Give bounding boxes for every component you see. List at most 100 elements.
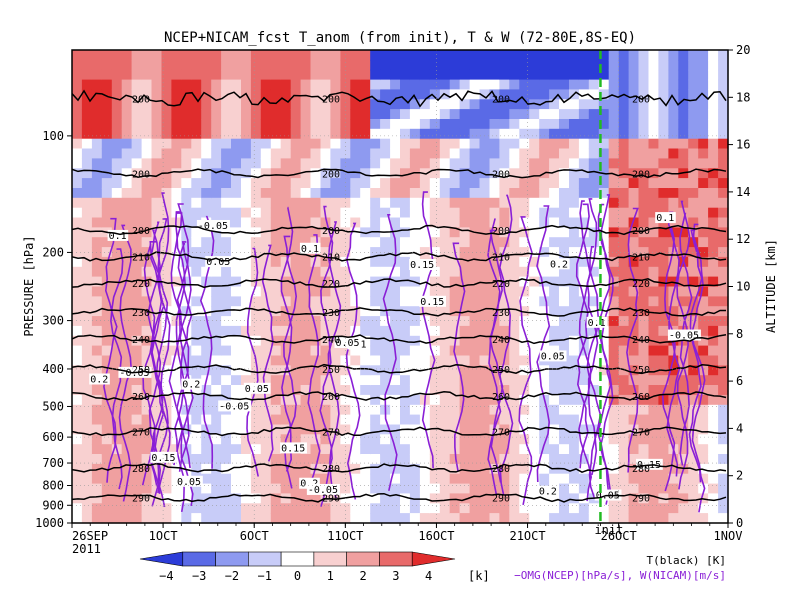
anomaly-cell [300,99,312,110]
anomaly-cell [241,207,252,219]
anomaly-cell [469,69,481,81]
anomaly-cell [250,473,262,485]
anomaly-cell [380,345,391,357]
anomaly-cell [221,148,232,159]
anomaly-cell [668,503,679,514]
anomaly-cell [489,119,500,130]
anomaly-cell [380,128,391,140]
anomaly-cell [638,128,649,140]
anomaly-cell [429,325,441,337]
anomaly-cell [390,138,401,150]
anomaly-cell [429,207,441,219]
velocity-label-bg [419,295,446,307]
anomaly-cell [449,237,461,248]
anomaly-cell [559,385,570,396]
anomaly-cell [330,188,341,199]
anomaly-cell [330,454,341,465]
anomaly-cell [191,50,202,61]
anomaly-cell [549,296,560,307]
anomaly-cell [578,99,590,110]
anomaly-cell [658,296,669,307]
anomaly-cell [419,375,431,386]
anomaly-cell [459,375,471,386]
anomaly-cell [211,394,222,406]
anomaly-cell [499,227,510,238]
anomaly-cell [559,119,570,130]
anomaly-cell [559,276,570,288]
anomaly-cell [559,197,570,209]
anomaly-cell [569,404,580,416]
anomaly-cell [320,50,331,61]
anomaly-cell [588,138,600,150]
anomaly-cell [499,394,510,406]
anomaly-cell [211,50,222,61]
anomaly-cell [280,50,292,61]
temperature-contour [71,462,727,474]
anomaly-cell [280,119,292,130]
anomaly-cell [151,188,162,199]
anomaly-cell [270,276,282,288]
anomaly-cell [648,109,659,120]
anomaly-cell [121,128,133,140]
anomaly-cell [370,128,381,140]
anomaly-cell [151,50,162,61]
anomaly-cell [300,148,312,159]
anomaly-cell [330,463,341,475]
anomaly-cell [250,188,262,199]
anomaly-cell [559,434,570,445]
anomaly-cell [360,158,371,169]
anomaly-cell [280,207,292,219]
anomaly-cell [658,306,669,317]
anomaly-cell [201,355,212,366]
anomaly-cell [588,207,600,219]
anomaly-cell [181,385,192,396]
anomaly-cell [310,59,321,71]
anomaly-cell [390,375,401,386]
anomaly-cell [290,237,302,248]
anomaly-cell [509,207,520,219]
anomaly-cell [519,89,530,100]
anomaly-cell [449,424,461,435]
anomaly-cell [469,286,481,297]
anomaly-cell [449,345,461,357]
anomaly-cell [718,99,729,110]
anomaly-cell [241,50,252,61]
anomaly-cell [688,59,699,71]
anomaly-cell [310,513,321,524]
colorbar-segment [215,551,249,567]
anomaly-cell [161,50,172,61]
anomaly-cell [250,158,262,169]
anomaly-cell [658,355,669,366]
temperature-contour-label: 200 [632,94,650,105]
anomaly-cell [509,463,520,475]
anomaly-cell [569,99,580,110]
anomaly-cell [618,286,630,297]
anomaly-cell [131,424,143,435]
anomaly-cell [449,513,461,524]
anomaly-cell [280,197,292,209]
anomaly-cell [578,424,590,435]
anomaly-cell [201,128,212,140]
anomaly-cell [151,404,162,416]
anomaly-cell [231,217,242,228]
anomaly-cell [559,158,570,169]
anomaly-cell [221,237,232,248]
anomaly-cell [400,404,411,416]
anomaly-cell [618,99,630,110]
anomaly-cell [310,188,321,199]
temperature-contour-label: 230 [632,308,650,319]
anomaly-cell [211,434,222,445]
anomaly-cell [191,463,202,475]
anomaly-cell [489,148,500,159]
anomaly-cell [111,237,123,248]
anomaly-cell [141,296,153,307]
anomaly-cell [310,414,321,426]
anomaly-cell [628,296,640,307]
anomaly-cell [211,513,222,524]
anomaly-cell [628,59,640,71]
anomaly-cell [439,50,451,61]
anomaly-cell [628,483,640,495]
anomaly-cell [598,79,610,91]
anomaly-cell [121,463,133,475]
anomaly-cell [191,316,202,327]
